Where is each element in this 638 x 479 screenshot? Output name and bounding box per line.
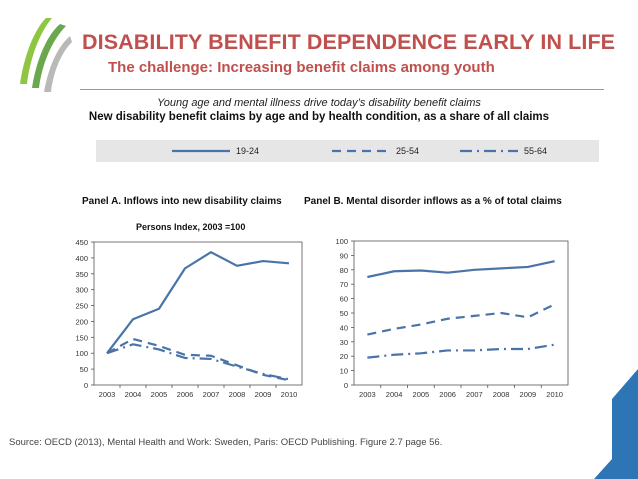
legend-item-55-64: 55-64	[460, 140, 547, 162]
series-line-25-54	[367, 303, 556, 336]
y-tick-label: 60	[340, 295, 348, 304]
legend-swatch-dashed	[332, 149, 390, 153]
panel-b-title: Panel B. Mental disorder inflows as a % …	[304, 196, 562, 207]
legend-label: 25-54	[396, 146, 420, 156]
corner-arrow-decoration	[594, 369, 638, 479]
legend-swatch-dashdot	[460, 149, 518, 153]
y-tick-label: 450	[75, 238, 88, 247]
legend-label: 19-24	[236, 146, 260, 156]
x-tick-label: 2005	[413, 390, 430, 399]
x-tick-label: 2005	[151, 390, 168, 399]
legend-item-25-54: 25-54	[332, 140, 419, 162]
header-divider	[80, 89, 604, 90]
x-tick-label: 2010	[546, 390, 563, 399]
chart-legend: 19-24 25-54 55-64	[96, 140, 599, 162]
plot-frame	[93, 241, 303, 386]
x-tick-label: 2003	[99, 390, 116, 399]
series-line-55-64	[106, 343, 290, 381]
source-note: Source: OECD (2013), Mental Health and W…	[9, 437, 443, 448]
y-tick-label: 20	[340, 352, 348, 361]
legend-item-19-24: 19-24	[172, 140, 259, 162]
x-tick-label: 2004	[125, 390, 142, 399]
oecd-logo	[20, 18, 72, 92]
x-tick-label: 2009	[255, 390, 272, 399]
logo-stripe-3	[44, 36, 72, 92]
series-line-55-64	[367, 343, 555, 359]
legend-swatch-solid	[172, 149, 230, 153]
legend-label: 55-64	[524, 146, 548, 156]
series-line-25-54	[106, 337, 290, 382]
figure-title: New disability benefit claims by age and…	[88, 111, 550, 123]
y-tick-label: 250	[75, 302, 88, 311]
figure-subtitle: Young age and mental illness drive today…	[157, 97, 481, 109]
y-tick-label: 10	[340, 367, 348, 376]
x-tick-label: 2006	[439, 390, 456, 399]
y-tick-label: 200	[75, 317, 88, 326]
panel-a-title: Panel A. Inflows into new disability cla…	[82, 196, 282, 207]
x-tick-label: 2009	[520, 390, 537, 399]
panel-a-subtitle: Persons Index, 2003 =100	[136, 222, 246, 232]
y-tick-label: 150	[75, 333, 88, 342]
y-tick-label: 300	[75, 286, 88, 295]
y-tick-label: 0	[344, 381, 348, 390]
y-tick-label: 30	[340, 338, 348, 347]
x-tick-label: 2003	[359, 390, 376, 399]
y-tick-label: 100	[335, 237, 348, 246]
x-tick-label: 2010	[281, 390, 298, 399]
y-tick-label: 350	[75, 270, 88, 279]
x-tick-label: 2006	[177, 390, 194, 399]
series-line-19-24	[367, 260, 555, 279]
x-tick-label: 2007	[203, 390, 220, 399]
y-tick-label: 50	[340, 309, 348, 318]
y-tick-label: 70	[340, 280, 348, 289]
panel-b-chart: 0 10 20 30 40 50 60 70 80 90 100 2003 2004 2005 2006 20…	[335, 237, 569, 399]
x-tick-label: 2008	[229, 390, 246, 399]
series-line-19-24	[106, 251, 290, 354]
y-tick-label: 100	[75, 349, 88, 358]
panel-a-chart: 0 50 100 150 200 250 300 350 400 450 2003 2004 2005 2…	[75, 238, 303, 399]
y-tick-label: 40	[340, 323, 348, 332]
x-tick-label: 2004	[386, 390, 403, 399]
page-title: DISABILITY BENEFIT DEPENDENCE EARLY IN L…	[82, 30, 616, 54]
y-tick-label: 0	[84, 381, 88, 390]
logo-stripe-2	[32, 24, 66, 88]
x-tick-label: 2008	[493, 390, 510, 399]
y-tick-label: 90	[340, 251, 348, 260]
y-tick-label: 50	[80, 365, 88, 374]
y-tick-label: 400	[75, 254, 88, 263]
page-subtitle: The challenge: Increasing benefit claims…	[108, 59, 495, 76]
x-tick-label: 2007	[466, 390, 483, 399]
logo-stripe-1	[20, 18, 52, 84]
y-tick-label: 80	[340, 266, 348, 275]
